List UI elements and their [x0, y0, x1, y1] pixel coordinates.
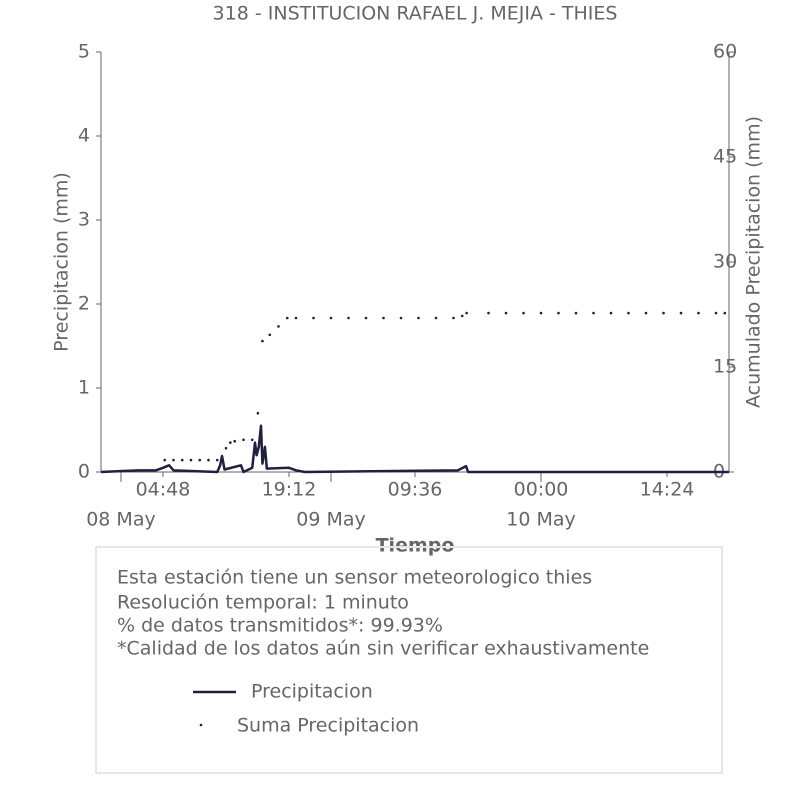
x-axis-label: Tiempo	[376, 535, 455, 557]
sum-dot	[399, 316, 403, 320]
y-tick-label: 3	[78, 209, 90, 231]
legend-label: Suma Precipitacion	[237, 715, 419, 737]
sum-dot	[172, 458, 175, 462]
sum-dot	[609, 311, 613, 315]
sum-dot	[189, 458, 193, 462]
sum-dot	[163, 458, 167, 462]
sum-dot	[644, 311, 648, 315]
y2-tick-label: 60	[713, 41, 737, 63]
sum-dot	[504, 311, 508, 315]
y-axis-label: Precipitacion (mm)	[51, 172, 73, 352]
sum-dot	[452, 316, 455, 320]
sum-dot	[242, 438, 245, 442]
note: % de datos transmitidos*: 99.93%	[117, 615, 443, 637]
legend-dot	[199, 723, 203, 727]
sum-dot	[557, 311, 560, 315]
sum-dot	[574, 311, 578, 315]
sum-dot	[329, 316, 333, 320]
x-date-label: 10 May	[506, 509, 576, 531]
sum-dot	[522, 311, 525, 315]
note: *Calidad de los datos aún sin verificar …	[117, 638, 649, 660]
sum-dot	[312, 316, 315, 320]
y-tick-label: 0	[78, 461, 90, 483]
sum-dot	[250, 438, 254, 442]
sum-dot	[261, 339, 264, 343]
sum-dot	[627, 311, 630, 315]
sum-dot	[539, 311, 543, 315]
sum-dot	[277, 325, 280, 328]
note: Esta estación tiene un sensor meteorolog…	[117, 567, 592, 589]
legend-label: Precipitacion	[251, 681, 373, 703]
sum-dot	[294, 316, 298, 320]
sum-dot	[417, 316, 420, 320]
sum-dot	[229, 441, 232, 444]
x-tick-label: 00:00	[514, 479, 569, 501]
x-tick-label: 19:12	[262, 479, 317, 501]
y2-tick-label: 45	[713, 146, 737, 168]
chart-title: 318 - INSTITUCION RAFAEL J. MEJIA - THIE…	[213, 3, 618, 25]
sum-dot	[198, 458, 202, 462]
y-tick-label: 2	[78, 293, 90, 315]
sum-dot	[268, 333, 272, 337]
sum-dot	[723, 311, 727, 315]
sum-dot	[207, 458, 210, 462]
sum-dot	[434, 316, 438, 320]
sum-dot	[256, 411, 260, 415]
sum-dot	[347, 316, 350, 320]
sum-dot	[285, 316, 289, 320]
note: Resolución temporal: 1 minuto	[117, 592, 409, 614]
x-date-label: 08 May	[86, 509, 156, 531]
x-tick-label: 09:36	[388, 479, 443, 501]
y2-axis-label: Acumulado Precipitacion (mm)	[743, 116, 765, 408]
precip-line	[100, 424, 729, 474]
legend-box	[95, 546, 723, 774]
sum-dot	[364, 316, 368, 320]
x-tick-label: 04:48	[136, 479, 191, 501]
y2-tick-label: 15	[713, 356, 737, 378]
sum-dot	[592, 311, 595, 315]
sum-dot	[460, 314, 464, 318]
sum-dot	[382, 316, 385, 320]
sum-dot	[465, 311, 468, 315]
y-tick-label: 4	[78, 125, 90, 147]
y-tick-label: 1	[78, 377, 90, 399]
x-tick-label: 14:24	[640, 479, 695, 501]
x-date-label: 09 May	[296, 509, 366, 531]
sum-dot	[233, 439, 237, 443]
sum-dot	[679, 311, 683, 315]
y2-tick-label: 30	[713, 251, 737, 273]
sum-dot	[714, 311, 718, 315]
y-tick-label: 5	[78, 41, 90, 63]
sum-dot	[487, 311, 490, 315]
sum-dot	[224, 446, 228, 450]
sum-dot	[215, 458, 219, 462]
sum-dot	[662, 311, 665, 315]
sum-dot	[180, 458, 184, 462]
sum-dot	[697, 311, 700, 315]
